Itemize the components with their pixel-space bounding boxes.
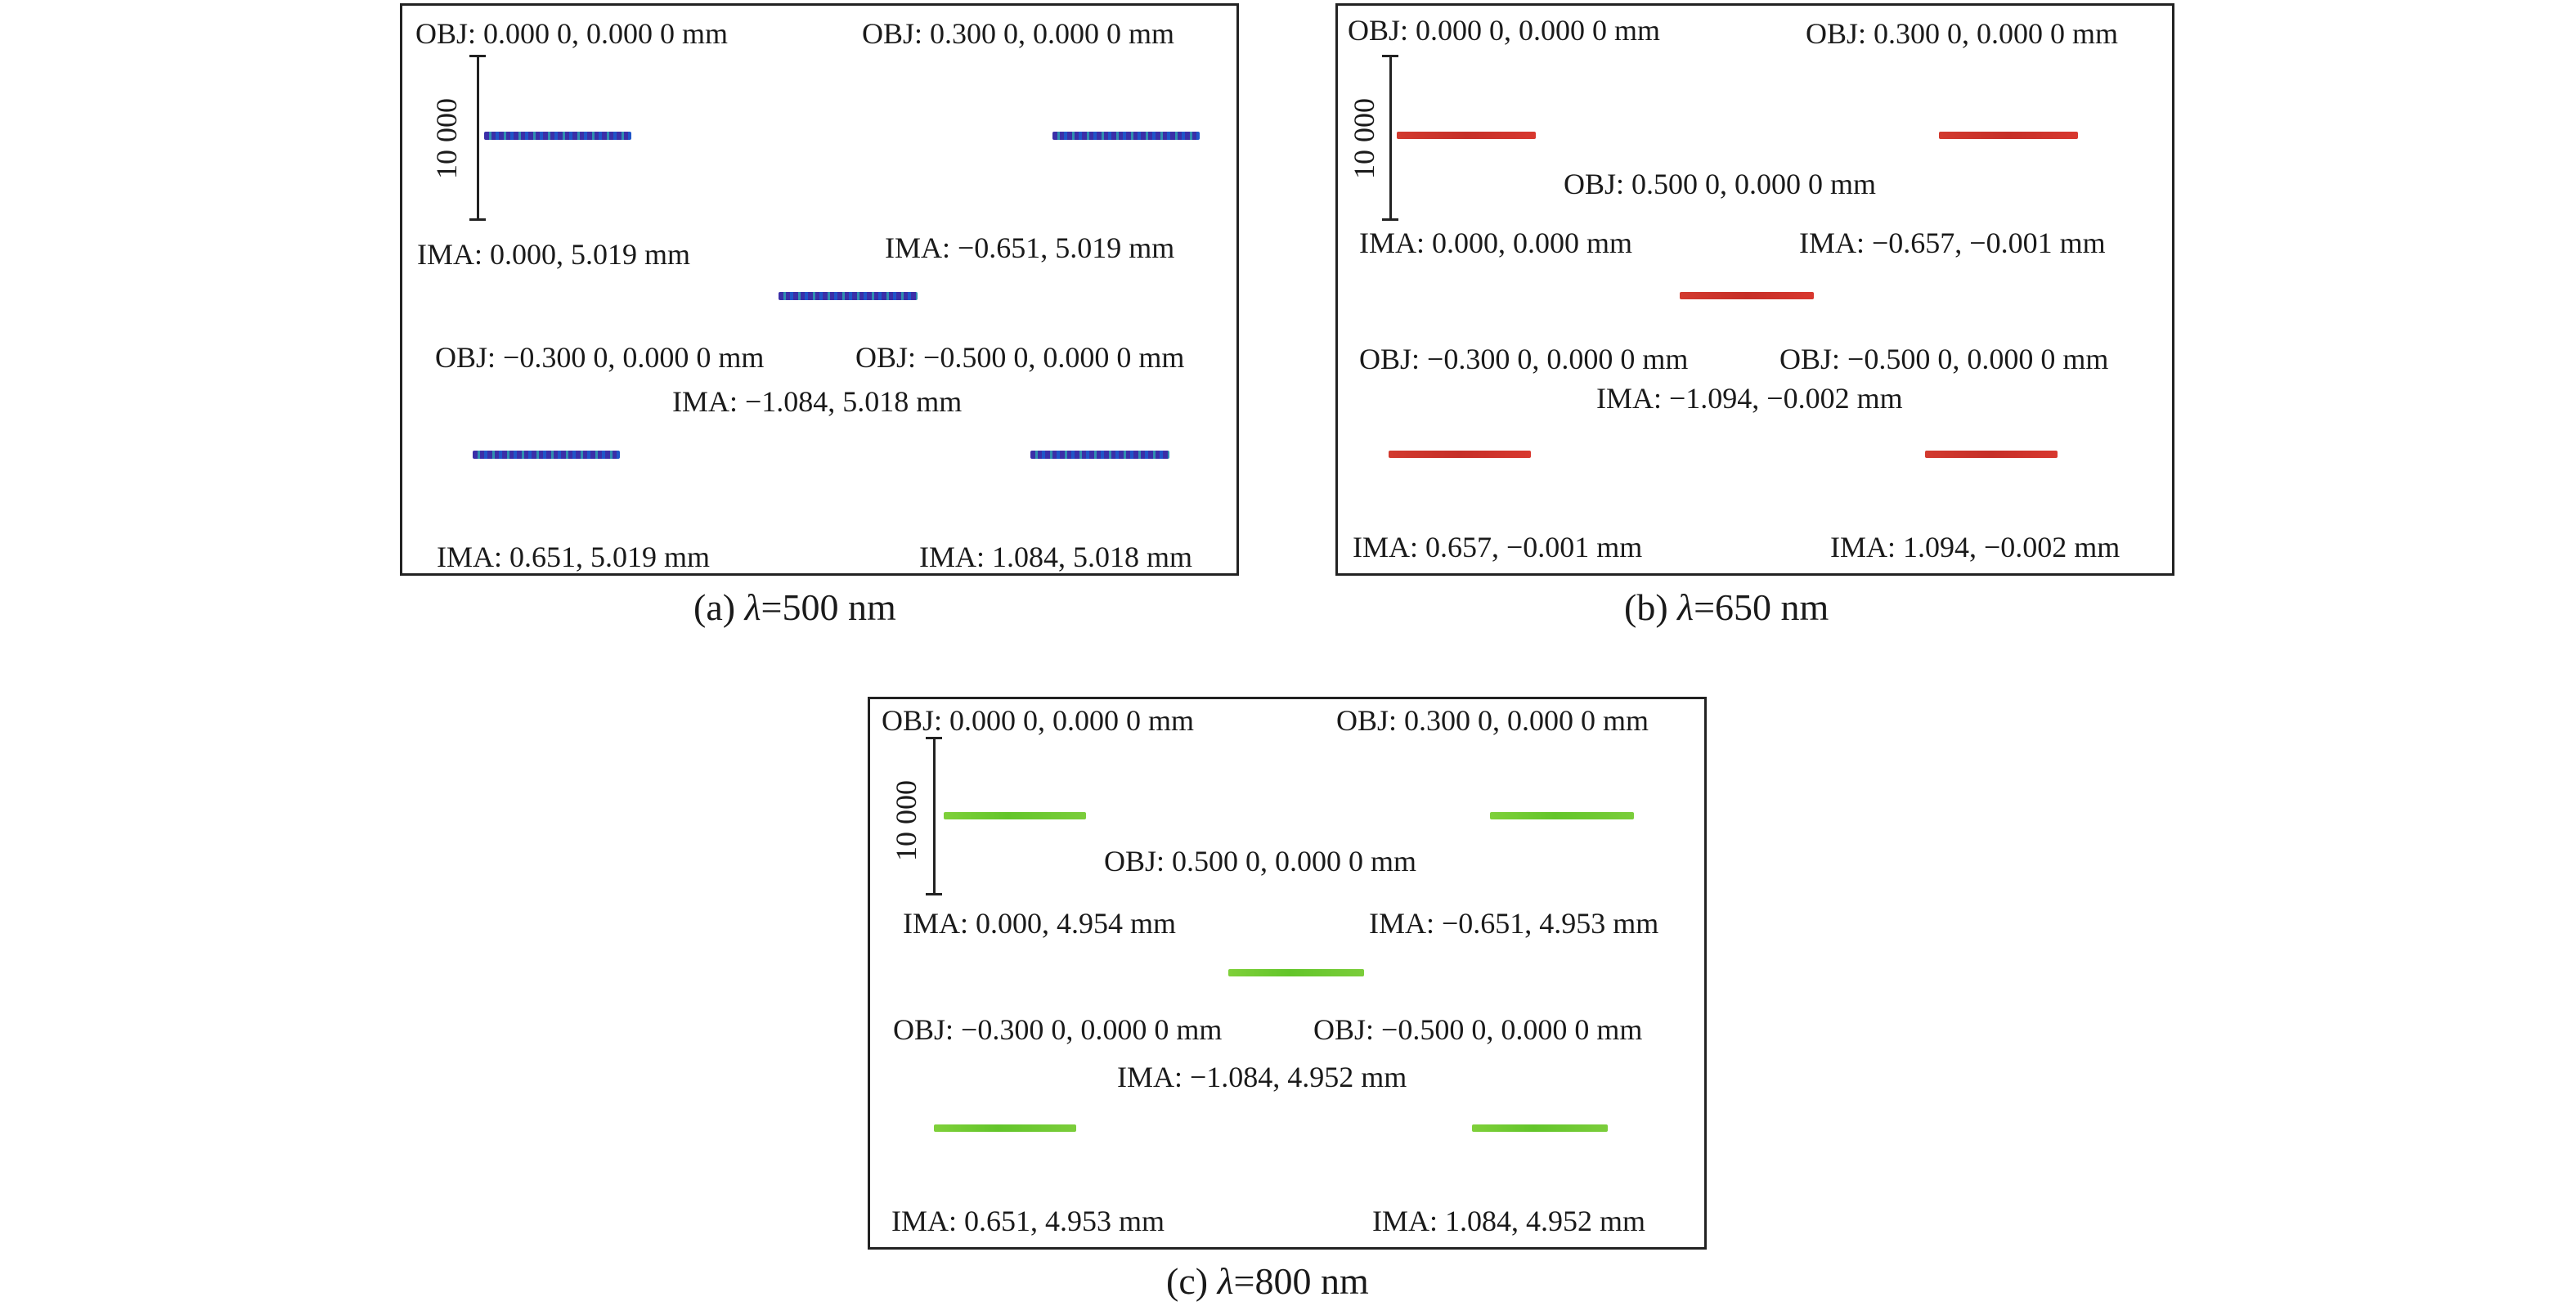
caption-c: (c) λ=800 nm [1166, 1260, 1369, 1302]
obj-label-field-0: OBJ: 0.000 0, 0.000 0 mm [415, 17, 729, 50]
ima-label-field-m05: IMA: 1.084, 4.952 mm [1372, 1205, 1646, 1237]
ima-label-field-p03: IMA: −0.651, 5.019 mm [885, 231, 1175, 264]
scale-bar [926, 737, 942, 895]
spot-diagram-field-0 [484, 132, 631, 140]
obj-label-field-p03: OBJ: 0.300 0, 0.000 0 mm [1806, 17, 2119, 50]
spot-diagram-field-p03 [1490, 812, 1634, 819]
obj-label-field-m03: OBJ: −0.300 0, 0.000 0 mm [893, 1013, 1223, 1046]
obj-label-field-p05: OBJ: 0.500 0, 0.000 0 mm [1564, 168, 1877, 200]
caption-a: (a) λ=500 nm [693, 586, 896, 628]
obj-label-field-m05: OBJ: −0.500 0, 0.000 0 mm [1779, 343, 2109, 375]
spot-diagram-field-0 [1397, 132, 1536, 139]
scale-bar [1382, 55, 1398, 221]
ima-label-field-p05: IMA: −1.094, −0.002 mm [1596, 382, 1903, 415]
spot-diagram-field-m03 [1389, 451, 1531, 458]
ima-label-field-m03: IMA: 0.651, 5.019 mm [437, 541, 711, 573]
spot-diagram-field-m05 [1472, 1124, 1608, 1132]
ima-label-field-p03: IMA: −0.657, −0.001 mm [1799, 227, 2106, 259]
spot-diagram-field-0 [944, 812, 1086, 819]
spot-diagram-field-p03 [1939, 132, 2078, 139]
scale-bar [469, 55, 486, 221]
ima-label-field-m03: IMA: 0.651, 4.953 mm [891, 1205, 1165, 1237]
ima-label-field-m03: IMA: 0.657, −0.001 mm [1353, 531, 1643, 563]
spot-diagram-field-m05 [1925, 451, 2058, 458]
spot-diagram-field-p05 [1228, 969, 1364, 976]
ima-label-field-p03: IMA: −0.651, 4.953 mm [1369, 907, 1659, 940]
spot-panel-a: 10 000 OBJ: 0.000 0, 0.000 0 mm OBJ: 0.3… [400, 3, 1239, 576]
obj-label-field-p03: OBJ: 0.300 0, 0.000 0 mm [1336, 704, 1649, 737]
spot-diagram-field-p05 [779, 292, 918, 300]
obj-label-field-0: OBJ: 0.000 0, 0.000 0 mm [882, 704, 1195, 737]
obj-label-field-m05: OBJ: −0.500 0, 0.000 0 mm [1313, 1013, 1643, 1046]
spot-diagram-field-m05 [1030, 451, 1169, 459]
ima-label-field-m05: IMA: 1.084, 5.018 mm [919, 541, 1193, 573]
scale-bar-label: 10 000 [890, 780, 922, 861]
caption-b: (b) λ=650 nm [1624, 586, 1829, 628]
scale-bar-label: 10 000 [430, 98, 463, 179]
ima-label-field-0: IMA: 0.000, 5.019 mm [417, 238, 691, 271]
ima-label-field-p05: IMA: −1.084, 4.952 mm [1117, 1061, 1407, 1093]
ima-label-field-m05: IMA: 1.094, −0.002 mm [1830, 531, 2120, 563]
obj-label-field-0: OBJ: 0.000 0, 0.000 0 mm [1348, 14, 1661, 47]
scale-bar-label: 10 000 [1348, 98, 1380, 179]
spot-diagram-field-m03 [473, 451, 620, 459]
spot-diagram-field-p05 [1680, 292, 1814, 299]
obj-label-field-p03: OBJ: 0.300 0, 0.000 0 mm [862, 17, 1175, 50]
spot-panel-b: 10 000 OBJ: 0.000 0, 0.000 0 mm OBJ: 0.3… [1335, 3, 2174, 576]
obj-label-field-m03: OBJ: −0.300 0, 0.000 0 mm [1359, 343, 1689, 375]
spot-diagram-field-m03 [934, 1124, 1076, 1132]
spot-diagram-field-p03 [1052, 132, 1200, 140]
spot-panel-c: 10 000 OBJ: 0.000 0, 0.000 0 mm OBJ: 0.3… [868, 697, 1707, 1250]
ima-label-field-0: IMA: 0.000, 4.954 mm [903, 907, 1177, 940]
obj-label-field-p05: OBJ: 0.500 0, 0.000 0 mm [1104, 845, 1417, 877]
obj-label-field-m05: OBJ: −0.500 0, 0.000 0 mm [855, 341, 1185, 374]
ima-label-field-p05: IMA: −1.084, 5.018 mm [672, 385, 963, 418]
ima-label-field-0: IMA: 0.000, 0.000 mm [1359, 227, 1633, 259]
obj-label-field-m03: OBJ: −0.300 0, 0.000 0 mm [435, 341, 765, 374]
